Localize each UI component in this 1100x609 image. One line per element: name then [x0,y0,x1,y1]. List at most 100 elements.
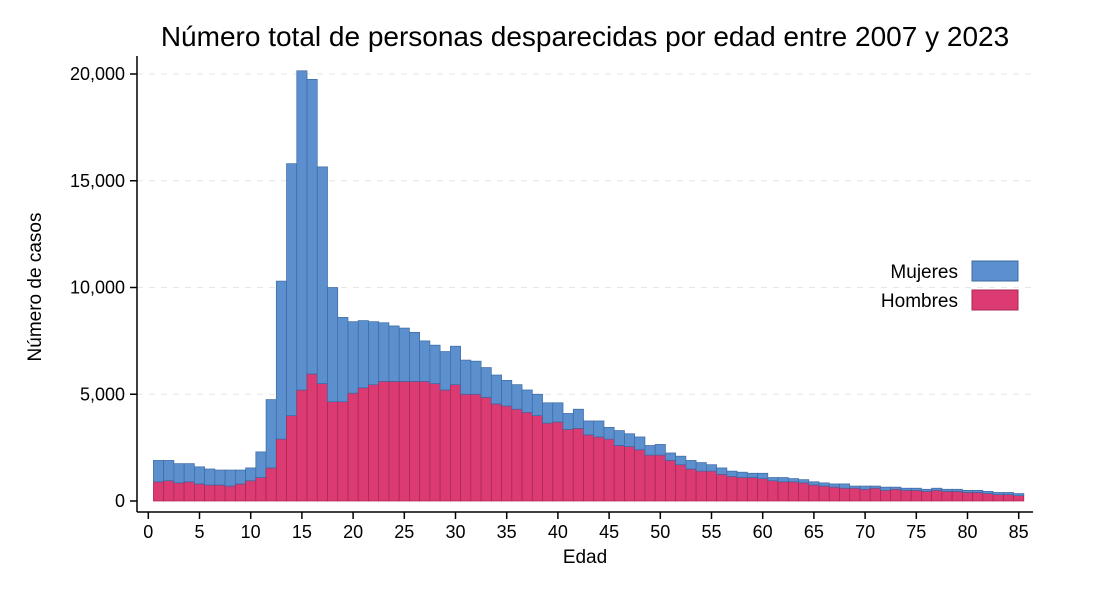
bar-hombres [296,389,308,502]
bar-hombres [183,481,195,502]
bar-hombres [204,484,216,502]
bar-mujeres [890,486,902,490]
bar-hombres [368,384,380,502]
bar-mujeres [736,471,748,478]
bar-hombres [777,481,789,502]
bar-hombres [613,445,625,502]
bar-hombres [787,481,799,502]
bar-mujeres [327,287,339,403]
bar-hombres [869,487,881,502]
bar-hombres [275,438,287,502]
bar-mujeres [777,477,789,483]
bar-mujeres [490,374,502,405]
bar-hombres [798,482,810,502]
bar-mujeres [992,492,1004,495]
bar-mujeres [296,70,308,391]
bar-mujeres [450,345,461,385]
bar-mujeres [265,399,277,469]
bar-hombres [153,481,165,502]
bar-hombres [490,403,502,502]
bar-hombres [214,484,226,502]
bar-hombres [327,401,339,502]
bar-hombres [234,483,246,502]
bar-mujeres [767,477,779,482]
y-axis-label: Número de casos [25,213,46,362]
bar-hombres [808,484,820,502]
bar-mujeres [183,463,195,483]
bar-hombres [337,401,349,502]
bar-mujeres [941,488,953,492]
bar-mujeres [634,436,646,451]
bar-mujeres [828,483,840,488]
x-tick-label: 10 [241,522,261,542]
bar-mujeres [531,393,543,416]
bar-mujeres [511,384,523,410]
bar-hombres [818,485,830,502]
bar-mujeres [706,464,717,472]
bar-hombres [398,381,410,502]
bar-hombres [409,381,421,502]
grid [137,73,1033,395]
bar-mujeres [869,485,881,489]
bar-mujeres [746,472,758,478]
bar-mujeres [931,487,943,491]
bar-hombres [521,412,533,502]
bar-hombres [388,381,400,502]
bar-mujeres [962,489,973,493]
bar-mujeres [388,325,400,382]
bar-hombres [511,408,523,502]
bar-hombres [316,383,328,502]
bar-mujeres [818,482,830,487]
x-tick-label: 50 [650,522,670,542]
bar-mujeres [798,479,810,484]
x-tick-label: 45 [599,522,619,542]
y-ticks: 0 5,000 10,000 15,000 20,000 [70,64,137,511]
bar-mujeres [163,460,175,482]
bar-hombres [542,422,554,502]
bar-mujeres [716,467,728,475]
bar-mujeres [695,462,707,472]
bar-mujeres [552,402,564,423]
bar-mujeres [910,487,922,491]
bar-hombres [194,483,205,502]
bar-mujeres [808,481,820,486]
bar-hombres [255,477,267,502]
bar-mujeres [900,487,912,491]
bar-hombres [306,373,318,502]
legend-swatch-mujeres [971,260,1019,282]
bar-hombres [736,477,748,502]
y-tick-label: 20,000 [70,64,125,84]
bar-hombres [419,381,431,502]
bar-mujeres [316,166,328,384]
chart-title: Número total de personas desparecidas po… [161,21,1009,52]
x-tick-label: 70 [855,522,875,542]
bar-hombres [603,438,615,502]
bar-mujeres [245,467,257,482]
bar-hombres [531,415,543,502]
bar-mujeres [234,469,246,485]
bar-mujeres [644,445,656,456]
bar-hombres [470,393,482,502]
x-ticks: 0 5 10 15 20 25 30 35 40 45 50 55 60 65 70 75 80 85 [143,512,1029,542]
bar-hombres [992,494,1004,502]
bar-mujeres [194,466,205,485]
bar-hombres [552,421,564,502]
bar-mujeres [593,420,605,438]
bar-mujeres [306,78,318,375]
x-tick-label: 35 [497,522,517,542]
x-tick-label: 20 [343,522,363,542]
bar-hombres [757,478,769,502]
bar-hombres [347,392,359,502]
bar-hombres [480,397,492,502]
bar-hombres [460,393,472,502]
bar-hombres [880,489,892,502]
bar-mujeres [787,478,799,483]
y-tick-label: 5,000 [80,384,125,404]
bar-mujeres [921,488,933,492]
bar-hombres [378,381,390,502]
bar-mujeres [275,280,287,440]
bar-mujeres [654,444,666,456]
bar-hombres [429,383,441,502]
x-tick-label: 65 [804,522,824,542]
